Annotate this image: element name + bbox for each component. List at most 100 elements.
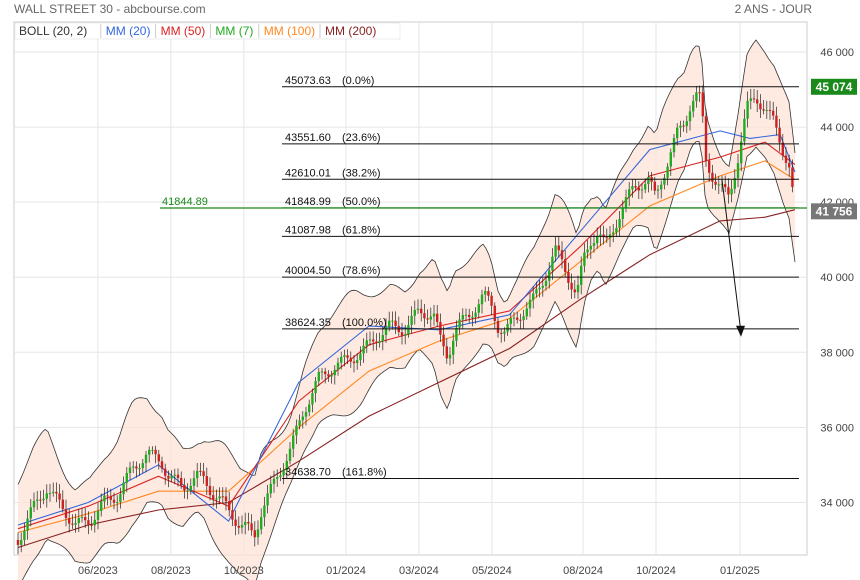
fib-value: 40004.50 [285,265,331,277]
candle-body [730,188,733,195]
x-tick-label: 03/2024 [399,565,439,577]
candle-body [375,341,378,343]
candle-body [109,496,112,500]
candle-body [458,319,461,328]
candle-body [212,495,215,500]
candle-body [599,234,602,237]
candle-body [525,308,528,317]
candle-body [733,178,736,189]
candle-body [487,291,490,296]
candle-body [474,312,477,317]
candle-body [282,470,285,476]
candle-body [42,498,45,501]
candle-body [596,236,599,244]
candle-body [708,160,711,173]
candle-body [372,339,375,342]
candle-body [532,293,535,300]
candle-body [544,280,548,286]
candle-body [490,295,493,306]
reference-label: 41844.89 [162,196,208,208]
candle-body [519,319,522,321]
candle-body [349,357,352,362]
candle-body [669,152,672,167]
x-tick-label: 05/2024 [472,565,512,577]
bollinger-band [17,39,796,580]
candle-body [304,412,308,417]
candle-body [464,314,468,316]
candle-body [628,189,631,198]
candle-body [221,496,224,498]
candle-body [746,100,749,119]
candle-body [144,454,148,464]
fib-value: 43551.60 [285,132,331,144]
candle-body [276,477,279,479]
candle-body [247,522,250,524]
candle-body [362,345,365,354]
candle-body [714,181,717,185]
fib-pct: (61.8%) [342,224,381,236]
candle-body [682,125,685,127]
candle-body [781,142,784,156]
arrow-head [736,325,745,337]
chart-period[interactable]: 2 ANS - JOUR [734,2,812,16]
candle-body [535,289,538,294]
candle-body [717,184,720,186]
candle-body [333,369,336,376]
candle-body [647,176,650,185]
candle-body [522,316,525,321]
candle-body [410,315,413,326]
price-tag [811,78,857,95]
y-tick-label: 46 000 [820,47,854,59]
candle-body [148,449,151,455]
candle-body [436,313,439,322]
candle-body [740,141,743,164]
candle-body [471,316,474,318]
candle-body [589,245,592,250]
candle-body [192,478,196,486]
candle-body [381,335,384,342]
candle-body [327,374,330,377]
candle-body [679,125,682,128]
candle-body [224,496,228,502]
candle-body [666,166,669,178]
candle-body [359,353,362,361]
candle-body [439,321,442,335]
candle-body [711,172,714,182]
candle-body [48,493,52,495]
candle-body [20,540,23,545]
candle-body [157,454,160,462]
candle-body [269,483,272,494]
legend-item: MM (50) [161,24,206,38]
candle-body [189,485,192,491]
candle-body [496,320,500,333]
chart-title: WALL STREET 30 - abcbourse.com [14,2,206,16]
candle-body [775,115,778,128]
candle-body [413,310,416,316]
candle-body [455,327,458,341]
candle-body [96,510,100,520]
candle-body [484,291,487,295]
candle-body [448,354,452,359]
candle-body [141,463,144,469]
candle-body [164,468,167,476]
candle-body [749,98,752,101]
candle-body [167,475,170,479]
candle-body [151,449,154,451]
candle-body [154,449,157,455]
price-tag-label: 45 074 [816,80,853,94]
candle-body [29,507,32,519]
candle-body [426,318,429,320]
candle-body [420,308,423,314]
candle-body [84,516,87,521]
y-tick-label: 44 000 [820,122,854,134]
candle-body [720,184,724,186]
candle-body [340,356,343,363]
candle-body [736,163,740,179]
candle-body [538,287,541,290]
candle-body [295,425,298,436]
candle-body [624,197,628,209]
candle-body [365,340,368,346]
candle-body [640,189,644,191]
fibonacci-levels: 45073.63 (0.0%) 43551.60 (23.6%) 42610.01 (38… [282,75,799,479]
